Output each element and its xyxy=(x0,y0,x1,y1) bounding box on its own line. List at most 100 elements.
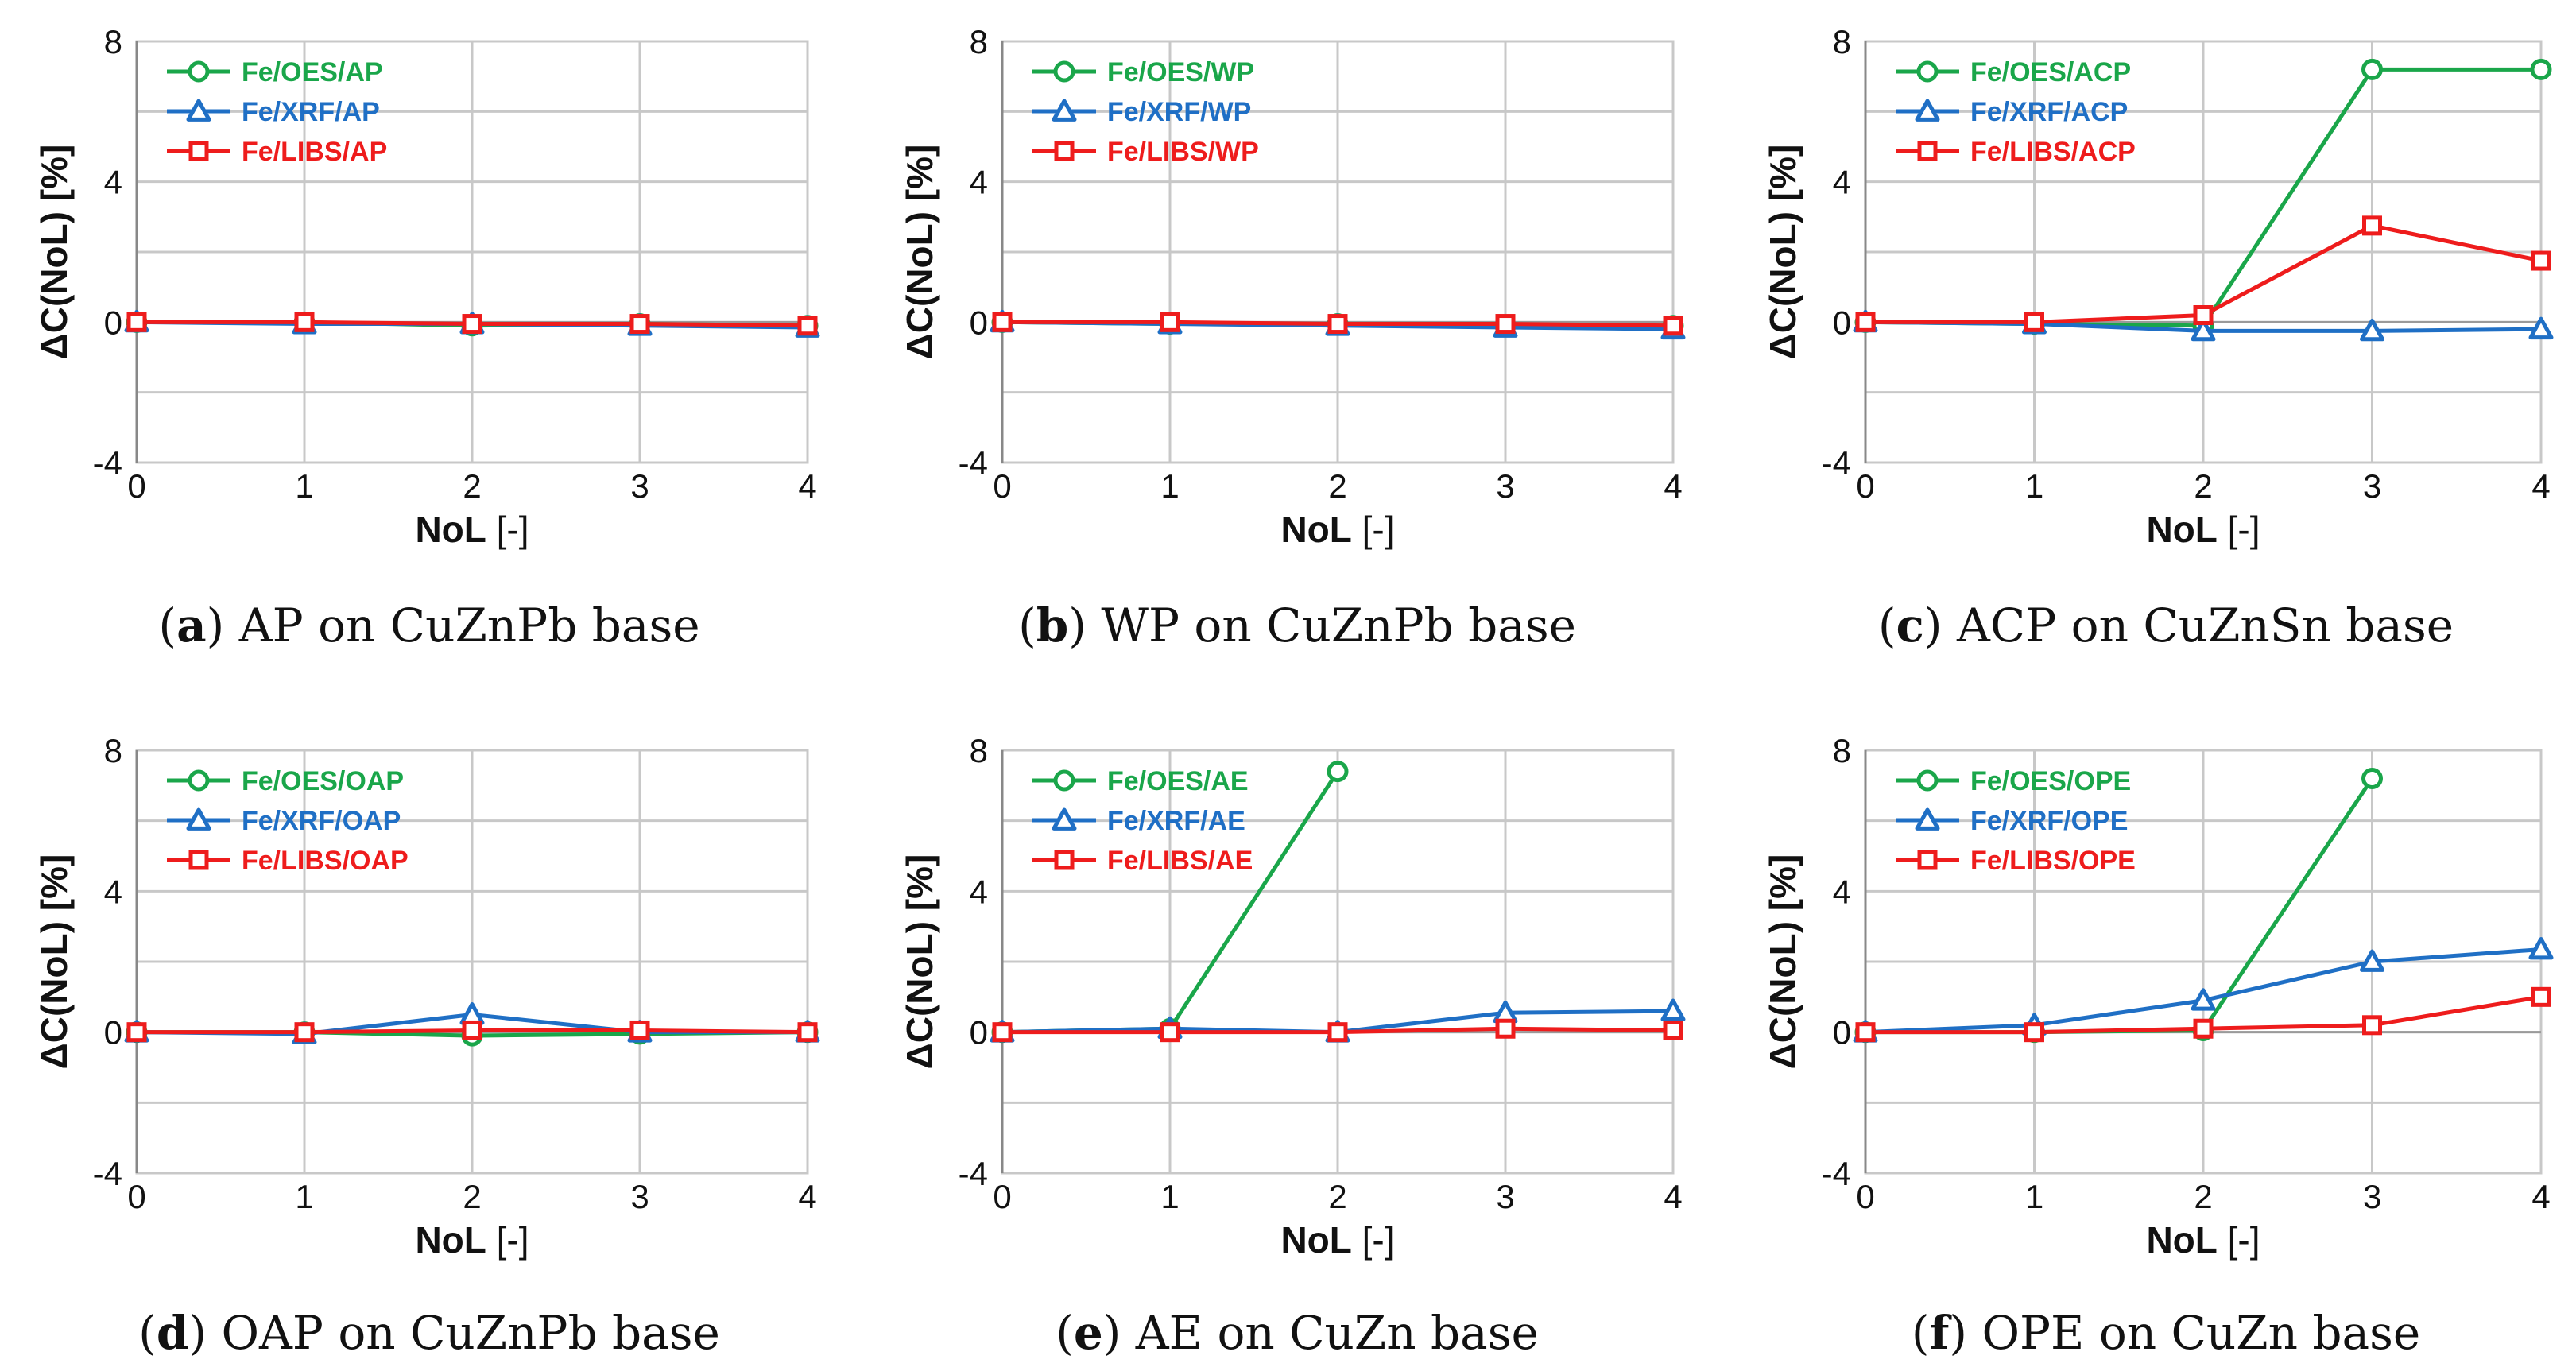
legend-label-Fe/OES/OPE: Fe/OES/OPE xyxy=(1970,766,2131,796)
x-tick-label: 2 xyxy=(1328,1178,1346,1215)
y-tick-label: 8 xyxy=(970,23,988,60)
legend-label-Fe/LIBS/OPE: Fe/LIBS/OPE xyxy=(1970,846,2136,876)
caption-text: ) AP on CuZnPb base xyxy=(207,598,700,653)
panel-caption: (a) AP on CuZnPb base xyxy=(158,598,699,653)
x-tick-label: 3 xyxy=(2363,467,2381,505)
caption-letter: e xyxy=(1074,1306,1103,1360)
y-tick-label: 0 xyxy=(970,1014,988,1051)
data-point-Fe/LIBS/WP xyxy=(1663,316,1683,336)
legend-label-Fe/OES/WP: Fe/OES/WP xyxy=(1107,57,1254,87)
x-tick-label: 4 xyxy=(798,1178,816,1215)
legend-marker-Fe/XRF/WP xyxy=(1052,99,1077,122)
y-tick-label: -4 xyxy=(1822,444,1851,482)
data-point-Fe/LIBS/WP xyxy=(1495,314,1516,335)
data-point-Fe/XRF/OPE xyxy=(2191,988,2216,1011)
panel-caption: (b) WP on CuZnPb base xyxy=(1018,598,1576,653)
data-point-Fe/LIBS/WP xyxy=(992,312,1013,332)
x-tick-label: 3 xyxy=(630,1178,649,1215)
legend-marker-Fe/LIBS/OPE xyxy=(1917,850,1938,870)
legend-label-Fe/XRF/WP: Fe/XRF/WP xyxy=(1107,97,1251,127)
data-point-Fe/LIBS/AP xyxy=(629,314,650,335)
data-point-Fe/LIBS/OAP xyxy=(462,1020,482,1040)
legend-marker-Fe/XRF/ACP xyxy=(1915,99,1940,122)
y-tick-label: -4 xyxy=(959,444,988,482)
x-tick-label: 1 xyxy=(295,1178,313,1215)
data-point-Fe/LIBS/OPE xyxy=(2362,1015,2382,1036)
x-tick-label: 2 xyxy=(2194,1178,2212,1215)
data-point-Fe/LIBS/OAP xyxy=(294,1022,315,1043)
caption-text: ) OPE on CuZn base xyxy=(1949,1306,2420,1360)
x-tick-label: 0 xyxy=(127,1178,145,1215)
data-point-Fe/LIBS/AE xyxy=(1495,1018,1516,1039)
y-tick-label: 8 xyxy=(104,732,122,769)
y-tick-label: 8 xyxy=(104,23,122,60)
data-point-Fe/XRF/ACP xyxy=(2191,318,2216,342)
x-axis-label-unit: [-] xyxy=(1352,509,1395,550)
x-axis-label: NoL [-] xyxy=(1280,509,1394,550)
caption-paren-open: ( xyxy=(1878,598,1896,653)
data-point-Fe/OES/ACP xyxy=(2530,58,2552,80)
data-point-Fe/LIBS/ACP xyxy=(1855,312,1876,332)
x-axis-label: NoL [-] xyxy=(1280,1219,1394,1261)
caption-paren-open: ( xyxy=(1056,1306,1074,1360)
caption-text: ) WP on CuZnPb base xyxy=(1068,598,1576,653)
x-axis-label-unit: [-] xyxy=(486,1219,529,1261)
panel-caption: (f) OPE on CuZn base xyxy=(1912,1306,2420,1360)
data-point-Fe/XRF/OPE xyxy=(2528,936,2554,960)
panel-caption: (e) AE on CuZn base xyxy=(1056,1306,1539,1360)
x-tick-label: 2 xyxy=(463,1178,481,1215)
data-point-Fe/LIBS/OPE xyxy=(2193,1018,2214,1039)
x-tick-label: 2 xyxy=(463,467,481,505)
legend-marker-Fe/LIBS/ACP xyxy=(1917,141,1938,161)
x-tick-label: 1 xyxy=(2025,1178,2043,1215)
legend-marker-Fe/LIBS/WP xyxy=(1054,141,1075,161)
data-point-Fe/LIBS/AE xyxy=(1160,1022,1180,1043)
data-point-Fe/LIBS/AE xyxy=(1327,1022,1348,1043)
y-tick-label: 0 xyxy=(1833,304,1851,341)
y-axis-label: ΔC(NoL) [%] xyxy=(33,145,75,360)
legend-marker-Fe/XRF/AE xyxy=(1052,807,1077,831)
legend-marker-Fe/OES/AP xyxy=(188,60,210,83)
y-tick-label: 0 xyxy=(104,1014,122,1051)
y-tick-label: -4 xyxy=(93,444,122,482)
data-point-Fe/LIBS/OPE xyxy=(2024,1022,2044,1043)
data-point-Fe/LIBS/ACP xyxy=(2193,305,2214,325)
caption-letter: a xyxy=(176,598,207,653)
x-tick-label: 4 xyxy=(798,467,816,505)
caption-paren-open: ( xyxy=(158,598,176,653)
legend-marker-Fe/LIBS/AE xyxy=(1054,850,1075,870)
legend-label-Fe/LIBS/OAP: Fe/LIBS/OAP xyxy=(242,846,409,876)
data-point-Fe/LIBS/OPE xyxy=(1855,1022,1876,1043)
legend-marker-Fe/OES/ACP xyxy=(1916,60,1939,83)
x-tick-label: 2 xyxy=(1328,467,1346,505)
x-tick-label: 1 xyxy=(1160,467,1179,505)
legend-label-Fe/LIBS/AP: Fe/LIBS/AP xyxy=(242,137,387,167)
data-point-Fe/LIBS/OAP xyxy=(629,1020,650,1040)
x-axis-label-bold: NoL xyxy=(415,509,486,550)
data-point-Fe/LIBS/AP xyxy=(294,312,315,332)
caption-letter: b xyxy=(1036,598,1069,653)
data-point-Fe/XRF/OPE xyxy=(2360,949,2384,972)
x-tick-label: 0 xyxy=(127,467,145,505)
y-tick-label: -4 xyxy=(93,1155,122,1192)
caption-letter: d xyxy=(157,1306,189,1360)
y-axis-label: ΔC(NoL) [%] xyxy=(1762,854,1803,1070)
data-point-Fe/LIBS/AE xyxy=(992,1022,1013,1043)
x-axis-label-bold: NoL xyxy=(1280,1219,1351,1261)
y-tick-label: -4 xyxy=(1822,1155,1851,1192)
y-tick-label: 8 xyxy=(970,732,988,769)
x-axis-label-bold: NoL xyxy=(1280,509,1351,550)
y-tick-label: 0 xyxy=(970,304,988,341)
y-axis-label: ΔC(NoL) [%] xyxy=(899,854,940,1070)
legend-label-Fe/OES/AP: Fe/OES/AP xyxy=(242,57,383,87)
y-tick-label: 0 xyxy=(1833,1014,1851,1051)
x-tick-label: 1 xyxy=(1160,1178,1179,1215)
y-tick-label: 4 xyxy=(1833,873,1851,910)
legend-label-Fe/LIBS/WP: Fe/LIBS/WP xyxy=(1107,137,1259,167)
legend-marker-Fe/LIBS/AP xyxy=(188,141,209,161)
